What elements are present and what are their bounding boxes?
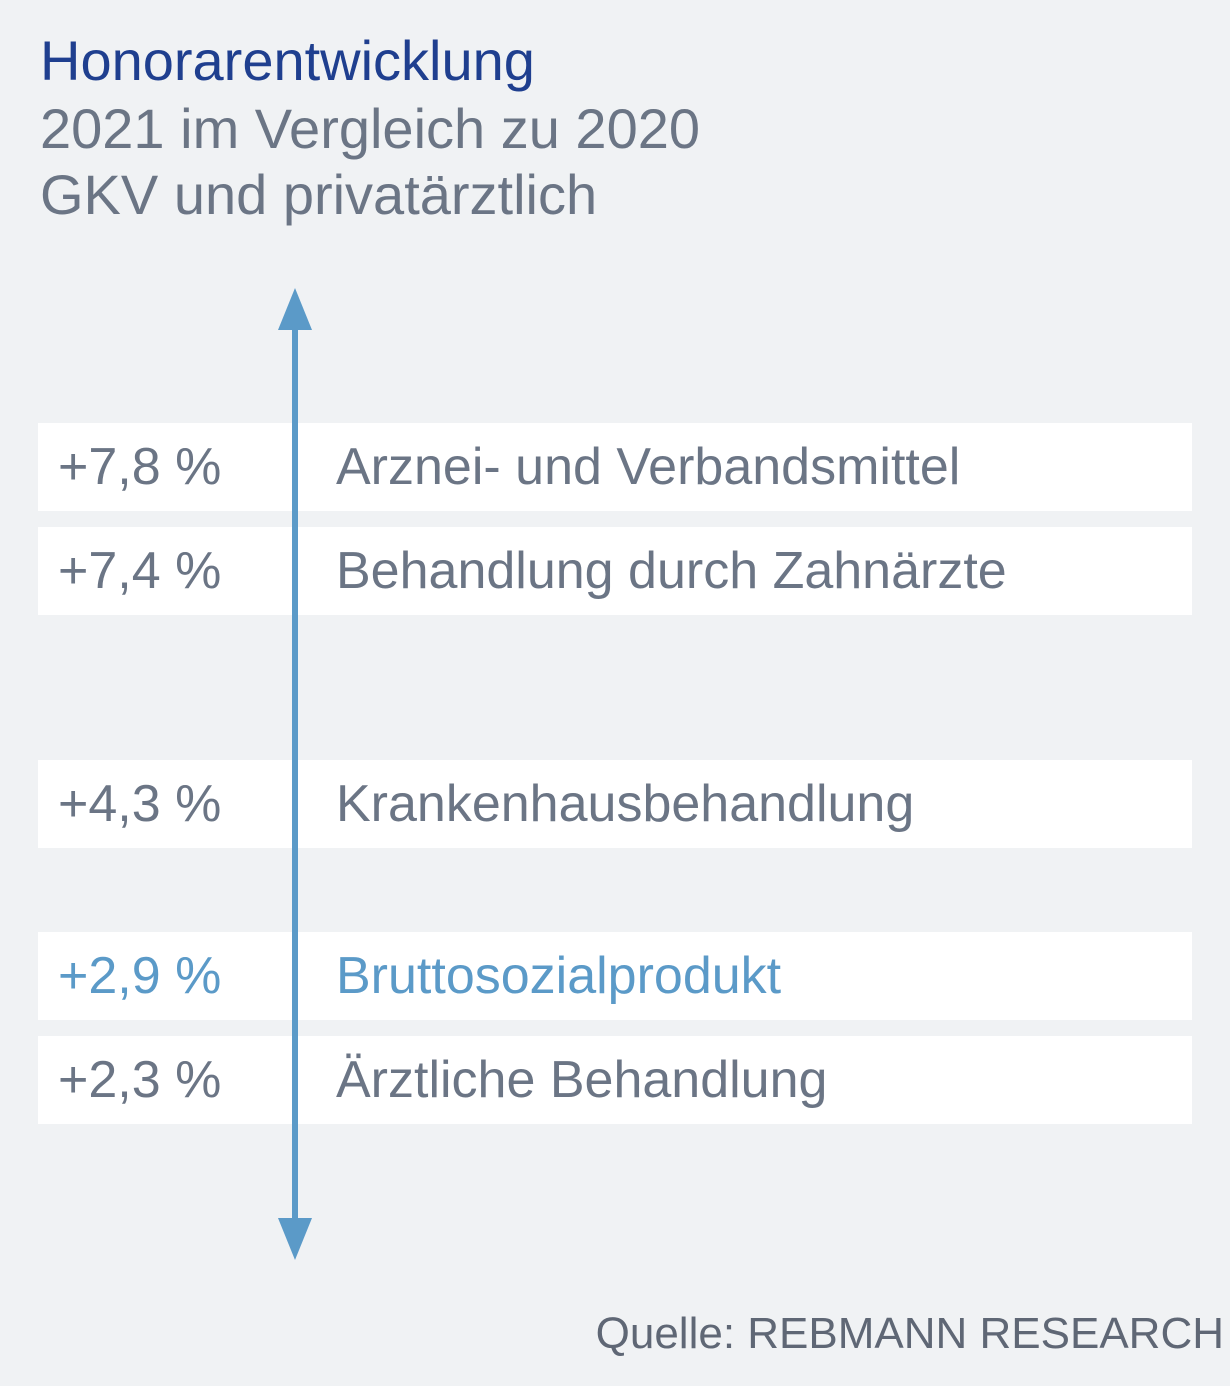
- row-bruttosozialprodukt: +2,9 % Bruttosozialprodukt: [38, 932, 1192, 1020]
- chart-subtitle-period: 2021 im Vergleich zu 2020: [40, 97, 700, 160]
- chart-subtitle-scope: GKV und privatärztlich: [40, 163, 598, 226]
- chart-title: Honorarentwicklung: [40, 29, 535, 92]
- row-value: +4,3 %: [58, 775, 222, 833]
- row-label: Behandlung durch Zahnärzte: [336, 542, 1007, 600]
- row-value: +7,8 %: [58, 438, 222, 496]
- row-value: +2,9 %: [58, 947, 222, 1005]
- row-krankenhaus: +4,3 % Krankenhausbehandlung: [38, 760, 1192, 848]
- row-label: Ärztliche Behandlung: [336, 1051, 828, 1109]
- row-aerztliche-behandlung: +2,3 % Ärztliche Behandlung: [38, 1036, 1192, 1124]
- source-note: Quelle: REBMANN RESEARCH: [595, 1309, 1224, 1358]
- row-value: +7,4 %: [58, 542, 222, 600]
- row-label: Arznei- und Verbandsmittel: [336, 438, 961, 496]
- row-label: Bruttosozialprodukt: [336, 947, 782, 1005]
- arrow-down-icon: [278, 1218, 312, 1260]
- row-arzneimittel: +7,8 % Arznei- und Verbandsmittel: [38, 423, 1192, 511]
- row-value: +2,3 %: [58, 1051, 222, 1109]
- row-zahnaerzte: +7,4 % Behandlung durch Zahnärzte: [38, 527, 1192, 615]
- arrow-up-icon: [278, 288, 312, 330]
- row-label: Krankenhausbehandlung: [336, 775, 915, 833]
